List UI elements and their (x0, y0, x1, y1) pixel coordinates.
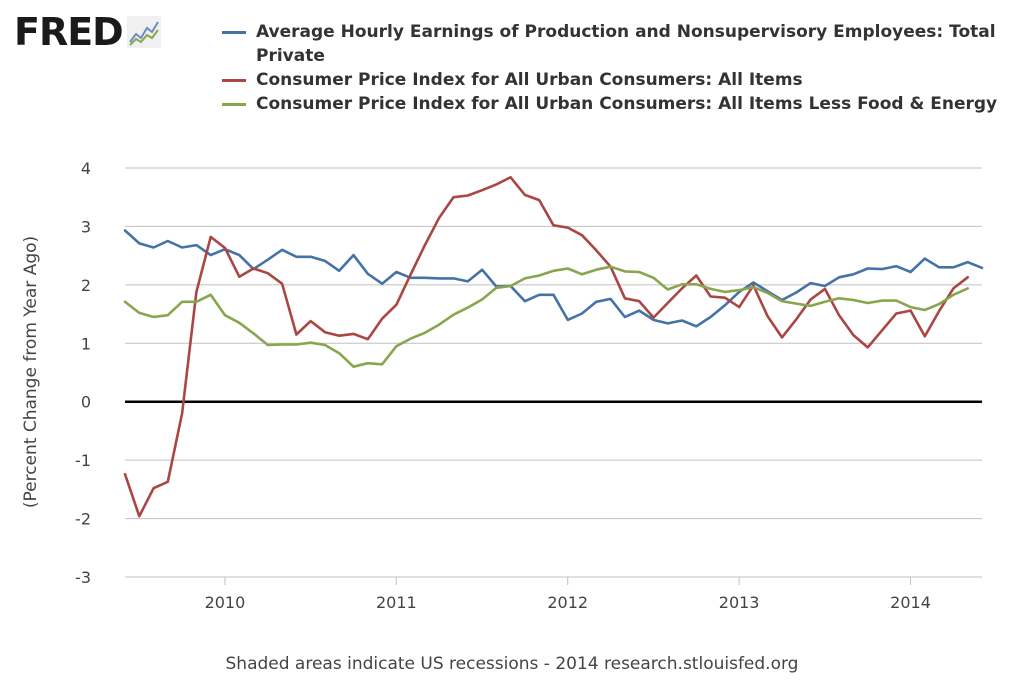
series-line-cpi (123, 176, 970, 518)
legend-swatch-earnings (222, 31, 246, 34)
x-tick-label: 2010 (205, 593, 246, 612)
axis-ticks: -3 -2 -1 0 1 2 3 4 2010 2011 2012 2013 2014 (75, 159, 931, 612)
x-tick-label: 2013 (719, 593, 760, 612)
fred-logo-text: FRED (14, 10, 124, 54)
fred-logo[interactable]: FRED (14, 10, 161, 54)
legend-label-earnings: Average Hourly Earnings of Production an… (256, 22, 996, 66)
y-axis-label: (Percent Change from Year Ago) (21, 236, 41, 508)
series-line-earnings (123, 229, 984, 328)
legend-swatch-cpi (222, 79, 246, 82)
y-tick-label: 3 (81, 217, 91, 236)
y-tick-label: -2 (75, 510, 91, 529)
x-tick-label: 2014 (890, 593, 931, 612)
y-tick-label: 0 (81, 393, 91, 412)
recession-note: Shaded areas indicate US recessions - 20… (225, 654, 799, 674)
y-tick-label: 1 (81, 334, 91, 353)
y-tick-label: -3 (75, 568, 91, 587)
y-tick-label: -1 (75, 451, 91, 470)
series-line-core-cpi (123, 265, 970, 369)
series-lines (123, 176, 984, 518)
legend-label-core-cpi: Consumer Price Index for All Urban Consu… (256, 94, 998, 114)
x-tick-label: 2011 (376, 593, 417, 612)
y-tick-label: 2 (81, 276, 91, 295)
chart-legend: Average Hourly Earnings of Production an… (222, 20, 1002, 116)
grid-lines (125, 167, 982, 578)
legend-item-earnings[interactable]: Average Hourly Earnings of Production an… (222, 20, 1002, 68)
legend-item-cpi[interactable]: Consumer Price Index for All Urban Consu… (222, 68, 1002, 92)
legend-item-core-cpi[interactable]: Consumer Price Index for All Urban Consu… (222, 92, 1002, 116)
legend-label-cpi: Consumer Price Index for All Urban Consu… (256, 70, 803, 90)
line-chart-icon (126, 16, 161, 48)
x-tick-label: 2012 (547, 593, 588, 612)
legend-swatch-core-cpi (222, 103, 246, 106)
y-tick-label: 4 (81, 159, 91, 178)
